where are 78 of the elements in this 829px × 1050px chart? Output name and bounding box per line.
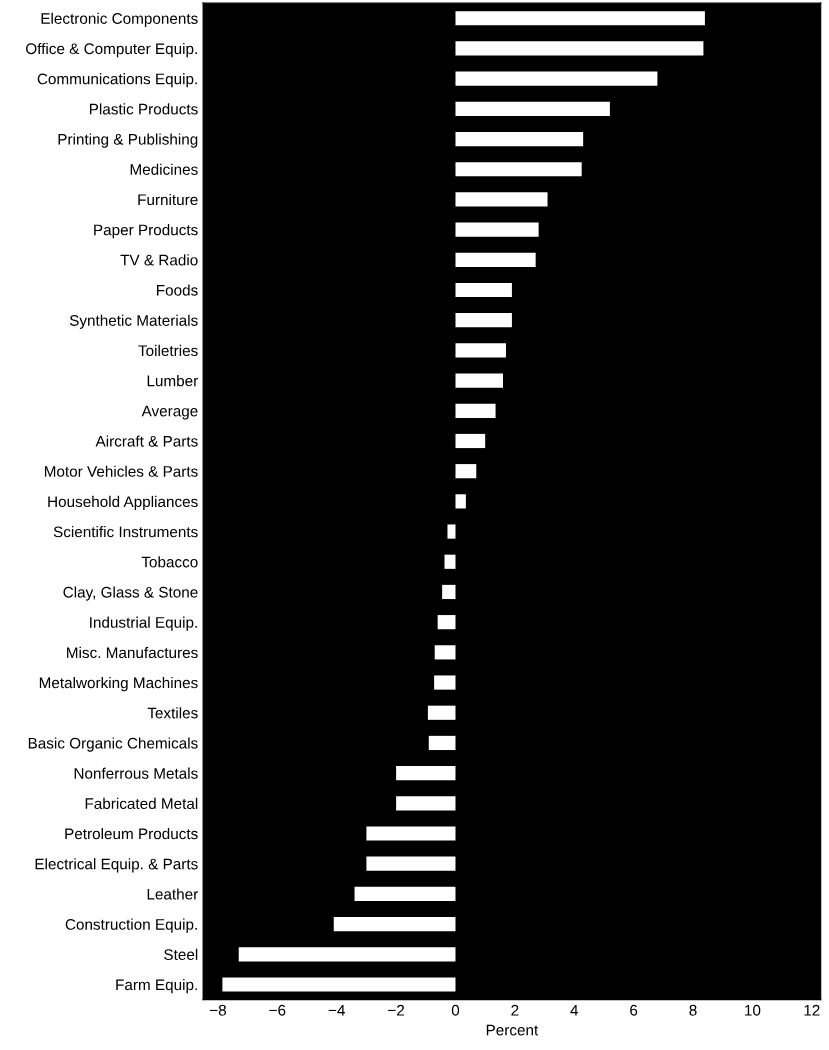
bar	[428, 735, 456, 751]
bar	[366, 826, 456, 841]
bar	[455, 464, 477, 479]
x-tick-label: 2	[511, 1004, 519, 1016]
y-tick-label: Paper Products	[94, 224, 198, 239]
bar	[333, 917, 456, 932]
y-tick-label: Industrial Equip.	[90, 616, 197, 631]
bar	[455, 373, 503, 388]
y-tick-label: Tobacco	[141, 556, 198, 568]
y-tick-label: Motor Vehicles & Parts	[44, 465, 198, 477]
x-tick-label: 6	[630, 1004, 638, 1016]
y-tick-label: Synthetic Materials	[69, 314, 198, 329]
y-tick-label: Foods	[157, 284, 198, 296]
bar	[434, 645, 456, 660]
bar	[437, 615, 456, 630]
bar	[455, 252, 536, 267]
y-tick-label: Construction Equip.	[65, 918, 197, 933]
y-tick-label: Steel	[164, 948, 198, 960]
bar	[455, 71, 658, 86]
bar	[455, 162, 582, 177]
x-tick-label: 8	[689, 1004, 697, 1016]
bar	[434, 675, 456, 690]
bar	[354, 886, 456, 902]
y-tick-label: Lumber	[147, 375, 198, 387]
y-tick-label: Toiletries	[138, 344, 198, 357]
bar	[366, 856, 456, 871]
y-tick-label: Basic Organic Chemicals	[28, 737, 198, 752]
y-tick-label: Medicines	[130, 163, 198, 175]
x-tick-label: 12	[804, 1004, 820, 1016]
bar	[455, 403, 496, 418]
x-tick-label: 0	[451, 1004, 460, 1016]
bar	[455, 11, 705, 26]
y-tick-label: Nonferrous Metals	[74, 767, 198, 779]
y-tick-label: Leather	[147, 888, 198, 900]
y-tick-label: Electrical Equip. & Parts	[35, 858, 198, 873]
x-tick-label: 10	[745, 1004, 761, 1016]
y-tick-label: Aircraft & Parts	[95, 435, 198, 447]
bar	[455, 101, 610, 116]
y-tick-label: Plastic Products	[89, 103, 198, 115]
bar	[447, 524, 456, 539]
bar	[442, 584, 456, 600]
y-tick-label: Metalworking Machines	[39, 677, 198, 692]
y-tick-label: Electronic Components	[41, 12, 198, 27]
bar	[396, 766, 456, 781]
bar	[455, 494, 466, 509]
x-tick-label: −4	[328, 1005, 345, 1016]
y-tick-label: Textiles	[147, 707, 198, 719]
bar	[396, 796, 456, 811]
y-tick-label: TV & Radio	[120, 254, 198, 266]
y-tick-label: Furniture	[138, 193, 198, 206]
x-tick-label: −6	[269, 1004, 286, 1016]
y-tick-label: Clay, Glass & Stone	[63, 586, 198, 601]
x-axis-title: Percent	[486, 1024, 539, 1036]
y-tick-label: Household Appliances	[48, 495, 198, 511]
x-tick-label: −8	[210, 1004, 226, 1016]
y-tick-label: Average	[141, 405, 198, 420]
bar	[427, 705, 456, 720]
bar	[444, 554, 456, 569]
y-tick-label: Printing & Publishing	[58, 133, 198, 148]
bar	[238, 947, 456, 962]
y-tick-label: Farm Equip.	[116, 978, 197, 994]
bar	[455, 41, 704, 56]
bar	[455, 192, 548, 207]
x-tick-label: 4	[570, 1005, 579, 1016]
bar	[455, 313, 512, 328]
y-tick-label: Petroleum Products	[65, 827, 198, 840]
bar	[455, 433, 486, 449]
y-tick-label: Misc. Manufactures	[67, 646, 198, 659]
bar	[455, 282, 512, 298]
x-tick-label: −2	[388, 1004, 405, 1016]
y-tick-label: Office & Computer Equip.	[26, 42, 197, 58]
y-tick-label: Communications Equip.	[37, 73, 197, 88]
bar	[455, 222, 539, 237]
bar	[455, 343, 506, 358]
y-tick-label: Scientific Instruments	[53, 526, 198, 538]
bar	[455, 131, 584, 147]
bar	[222, 977, 456, 992]
y-tick-label: Fabricated Metal	[85, 797, 198, 810]
